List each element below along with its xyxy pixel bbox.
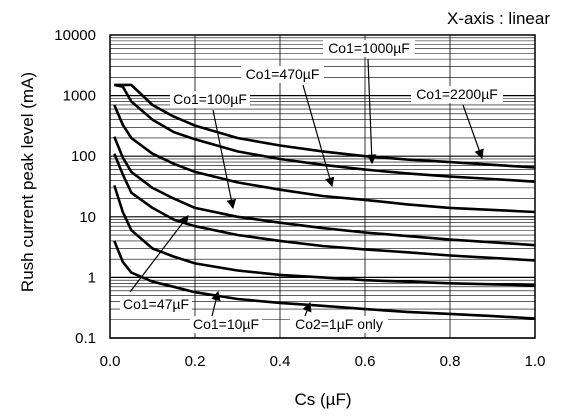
x-tick-label: 0.2 [185, 353, 206, 370]
label-leader-arrow [212, 109, 237, 210]
x-axis-title: Cs (µF) [294, 390, 351, 409]
series-label-box [241, 66, 324, 83]
label-leader-arrow [211, 290, 221, 317]
x-tick-label: 0.6 [355, 353, 376, 370]
label-leader-arrow [302, 84, 335, 188]
y-tick-label: 0.1 [75, 330, 96, 347]
series-labels: Co1=1000µF Co1=470µF Co1=2200µF Co1=100µF Co… [120, 40, 503, 333]
x-tick-labels: 0.0 0.2 0.4 0.6 0.8 1.0 [100, 353, 546, 370]
x-tick-label: 1.0 [525, 353, 546, 370]
y-tick-label: 10000 [54, 27, 96, 44]
series-label: Co1=2200µF [416, 86, 498, 102]
series-label: Co1=47µF [123, 296, 189, 312]
series-label: Co2=1µF only [295, 316, 383, 332]
y-tick-label: 1 [88, 269, 96, 286]
y-tick-labels: 10000 1000 100 10 1 0.1 [54, 27, 96, 347]
series-group [113, 83, 536, 320]
x-tick-label: 0.8 [440, 353, 461, 370]
series-line [113, 185, 536, 287]
plot-frame [109, 34, 536, 339]
series-label: Co1=100µF [173, 91, 247, 107]
series-label-box [411, 86, 503, 103]
label-leader-arrow [302, 301, 312, 317]
y-tick-label: 100 [71, 148, 96, 165]
y-tick-label: 1000 [63, 88, 96, 105]
series-label-box [170, 91, 250, 108]
label-leader-arrow [366, 58, 377, 165]
series-label: Co1=10µF [193, 316, 259, 332]
x-tick-label: 0.0 [100, 353, 121, 370]
label-leader-arrow [129, 215, 189, 293]
series-label-box [290, 316, 388, 333]
series-line [113, 104, 536, 214]
series-line [114, 83, 536, 183]
series-line [113, 240, 536, 320]
series-label-box [120, 296, 192, 313]
series-label-box [323, 40, 415, 57]
series-label: Co1=470µF [246, 66, 320, 82]
x-tick-label: 0.4 [270, 353, 291, 370]
series-line [114, 83, 536, 169]
series-label: Co1=1000µF [328, 40, 410, 56]
y-axis-title: Rush current peak level (mA) [18, 72, 37, 292]
series-line [113, 153, 536, 262]
y-tick-label: 10 [79, 209, 96, 226]
label-leader-arrow [462, 104, 484, 160]
series-label-box [190, 316, 262, 333]
x-axis-note: X-axis : linear [447, 9, 550, 28]
series-line [113, 136, 536, 247]
